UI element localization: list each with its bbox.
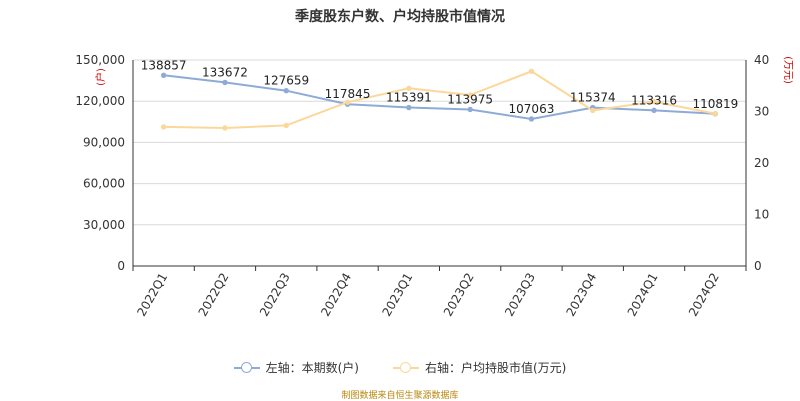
right-axis-tick-label: 40 bbox=[754, 53, 769, 67]
legend: 左轴：本期数(户) 右轴：户均持股市值(万元) bbox=[0, 359, 800, 376]
data-label: 107063 bbox=[509, 102, 555, 116]
data-labels: 138857 133672 127659 117845 115391 113975 1070… bbox=[141, 58, 739, 116]
x-axis-tick-label: 2023Q1 bbox=[380, 271, 416, 319]
series-point-0 bbox=[651, 107, 657, 114]
x-axis-tick-label: 2022Q4 bbox=[318, 271, 354, 319]
right-axis-tick-label: 30 bbox=[754, 105, 769, 119]
series-point-1 bbox=[283, 122, 289, 129]
x-axis-tick-label: 2024Q1 bbox=[625, 271, 661, 319]
series-point-1 bbox=[467, 92, 473, 98]
series-line-0 bbox=[163, 74, 716, 121]
series-point-0 bbox=[406, 104, 412, 111]
legend-label-market-value: 右轴：户均持股市值(万元) bbox=[425, 361, 567, 375]
left-axis-tick-label: 60,000 bbox=[83, 177, 125, 191]
legend-swatch-market-value bbox=[393, 361, 419, 375]
series-point-1 bbox=[712, 110, 719, 117]
left-axis-tick-label: 120,000 bbox=[75, 94, 125, 108]
x-axis-tick-label: 2022Q3 bbox=[257, 271, 293, 319]
series-point-0 bbox=[283, 87, 289, 94]
x-axis-tick-label: 2022Q1 bbox=[134, 271, 170, 319]
series-point-0 bbox=[467, 106, 473, 113]
series-point-1 bbox=[222, 125, 228, 131]
series-point-0 bbox=[160, 72, 167, 79]
right-axis-label: (万元) bbox=[782, 56, 793, 84]
series-point-1 bbox=[344, 99, 351, 105]
x-axis-tick-label: 2023Q3 bbox=[502, 271, 538, 319]
data-label: 117845 bbox=[325, 87, 371, 101]
data-label: 133672 bbox=[202, 65, 248, 79]
data-label: 113975 bbox=[447, 92, 493, 106]
series-point-0 bbox=[222, 79, 228, 86]
series-points bbox=[160, 68, 719, 131]
series-point-1 bbox=[528, 68, 535, 75]
left-axis-tick-label: 0 bbox=[117, 259, 125, 273]
series-point-1 bbox=[406, 85, 412, 92]
data-label: 115374 bbox=[570, 91, 616, 105]
data-label: 110819 bbox=[692, 97, 738, 111]
series-lines bbox=[163, 70, 716, 130]
chart-title: 季度股东户数、户均持股市值情况 bbox=[295, 9, 505, 25]
left-axis-label: (户) bbox=[94, 68, 107, 86]
left-axis-tick-label: 90,000 bbox=[83, 135, 125, 149]
series-point-1 bbox=[590, 107, 596, 114]
source-note: 制图数据来自恒生聚源数据库 bbox=[341, 391, 459, 401]
right-axis-tick-label: 10 bbox=[754, 208, 769, 222]
series-point-1 bbox=[160, 124, 167, 130]
right-axis-tick-label: 0 bbox=[754, 259, 762, 273]
left-axis-tick-label: 150,000 bbox=[75, 53, 125, 67]
series-line-1 bbox=[163, 70, 716, 130]
data-label: 115391 bbox=[386, 91, 432, 105]
series-point-0 bbox=[528, 116, 535, 122]
x-axis-tick-label: 2022Q2 bbox=[196, 271, 232, 319]
data-label: 113316 bbox=[631, 93, 677, 107]
data-label: 138857 bbox=[141, 58, 187, 72]
legend-label-households: 左轴：本期数(户) bbox=[265, 361, 359, 375]
x-axis-tick-label: 2023Q2 bbox=[441, 271, 477, 319]
right-axis-tick-label: 20 bbox=[754, 156, 769, 170]
x-axis-tick-label: 2024Q2 bbox=[686, 271, 722, 319]
left-axis-tick-label: 30,000 bbox=[83, 218, 125, 232]
legend-item-market-value[interactable]: 右轴：户均持股市值(万元) bbox=[393, 359, 566, 376]
axes: 0 30,000 60,000 90,000 120,000 150,000 0 10 20 30… bbox=[75, 53, 793, 319]
x-axis-tick-label: 2023Q4 bbox=[563, 271, 599, 319]
data-label: 127659 bbox=[263, 74, 309, 88]
legend-item-households[interactable]: 左轴：本期数(户) bbox=[233, 359, 359, 376]
legend-swatch-households bbox=[233, 361, 260, 375]
series-point-1 bbox=[651, 99, 657, 105]
